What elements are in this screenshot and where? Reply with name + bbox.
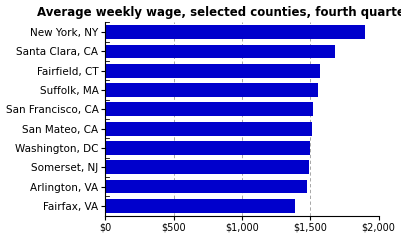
Bar [105,45,335,58]
Bar [105,83,318,97]
Bar [105,199,295,213]
Title: Average weekly wage, selected counties, fourth quarter 2007: Average weekly wage, selected counties, … [37,5,401,19]
Bar [105,122,312,136]
Bar [105,141,310,155]
Bar [105,64,320,78]
Bar [105,180,308,193]
Bar [105,25,365,39]
Bar [105,160,309,174]
Bar [105,102,313,116]
